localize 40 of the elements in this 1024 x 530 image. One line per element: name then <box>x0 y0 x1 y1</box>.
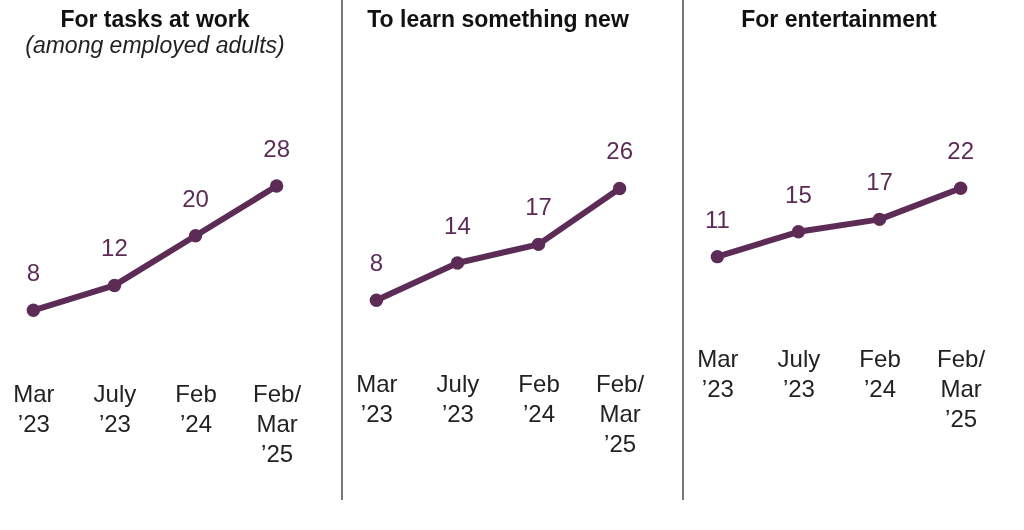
x-tick-label: Feb ’24 <box>518 369 560 427</box>
data-label: 28 <box>263 135 290 162</box>
x-tick-label: July ’23 <box>93 379 137 437</box>
x-tick-label: Mar ’23 <box>13 379 55 437</box>
data-label: 22 <box>947 137 974 165</box>
point <box>612 181 627 196</box>
x-tick-label: Feb ’24 <box>175 379 217 437</box>
point <box>791 225 806 239</box>
data-label: 12 <box>101 234 128 262</box>
data-label: 8 <box>26 259 41 287</box>
chart-subtitle: (among employed adults) <box>25 32 285 58</box>
x-tick-label: Feb/ Mar ’25 <box>937 344 986 432</box>
point <box>188 229 203 243</box>
point <box>269 179 284 193</box>
point <box>953 181 968 195</box>
point <box>450 256 465 270</box>
x-tick-label: Feb/ Mar ’25 <box>596 369 645 457</box>
point <box>369 293 384 307</box>
chart-title: For tasks at work <box>60 6 250 32</box>
x-tick-label: July ’23 <box>436 369 480 427</box>
chart-title: For entertainment <box>741 6 938 33</box>
x-tick-label: Feb ’24 <box>859 344 901 402</box>
point <box>872 212 887 227</box>
x-tick-label: July ’23 <box>777 344 821 402</box>
data-label: 20 <box>182 184 209 212</box>
x-tick-label: Feb/ Mar ’25 <box>253 379 302 467</box>
data-label: 26 <box>606 137 633 165</box>
data-label: 8 <box>369 249 384 277</box>
point <box>107 278 122 293</box>
data-label: 14 <box>444 212 471 239</box>
data-label: 17 <box>525 193 552 221</box>
x-tick-label: Mar ’23 <box>697 344 739 402</box>
chart-title: To learn something new <box>367 6 629 33</box>
data-label: 17 <box>866 168 893 196</box>
data-label: 15 <box>785 180 812 208</box>
x-tick-label: Mar ’23 <box>356 369 398 427</box>
point <box>531 237 546 252</box>
point <box>26 303 41 317</box>
data-label: 11 <box>704 205 730 233</box>
point <box>710 249 725 264</box>
